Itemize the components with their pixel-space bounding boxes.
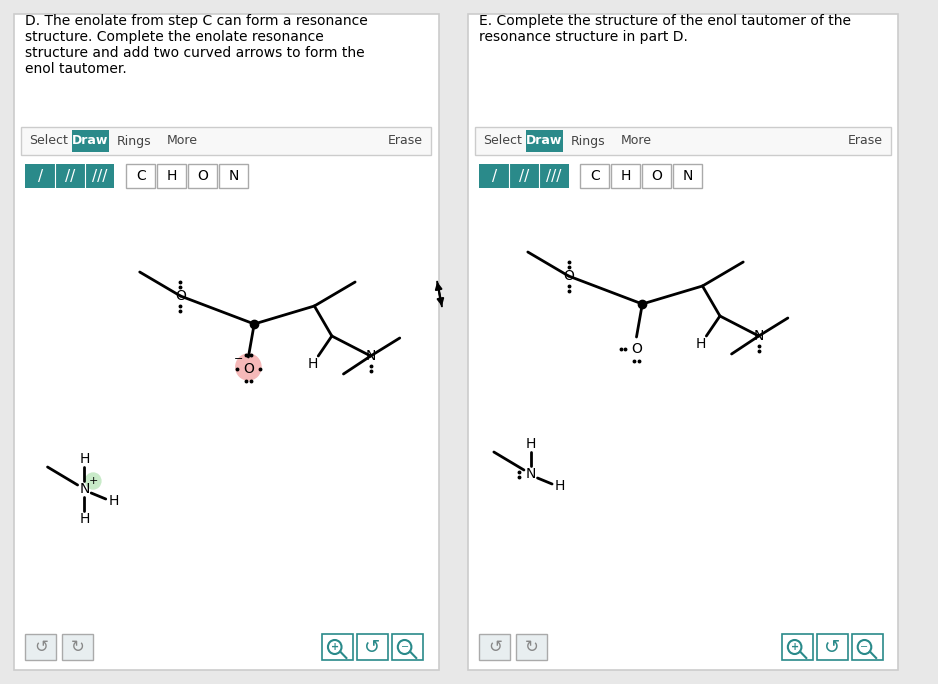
FancyBboxPatch shape xyxy=(673,164,703,188)
FancyBboxPatch shape xyxy=(392,634,423,660)
FancyBboxPatch shape xyxy=(62,634,93,660)
Text: −: − xyxy=(234,354,243,364)
Text: +: + xyxy=(331,642,339,652)
Text: H: H xyxy=(695,337,705,351)
Text: H: H xyxy=(554,479,565,493)
Text: E. Complete the structure of the enol tautomer of the: E. Complete the structure of the enol ta… xyxy=(479,14,852,28)
Text: H: H xyxy=(621,169,631,183)
Text: Select: Select xyxy=(29,135,68,148)
Text: H: H xyxy=(108,494,119,508)
Circle shape xyxy=(235,354,261,380)
FancyBboxPatch shape xyxy=(516,634,547,660)
Text: H: H xyxy=(79,512,90,526)
FancyBboxPatch shape xyxy=(22,127,431,155)
Text: Rings: Rings xyxy=(116,135,151,148)
Text: +: + xyxy=(791,642,798,652)
Text: Draw: Draw xyxy=(526,135,563,148)
Text: Rings: Rings xyxy=(570,135,605,148)
FancyBboxPatch shape xyxy=(643,164,672,188)
Text: O: O xyxy=(651,169,662,183)
Text: O: O xyxy=(197,169,208,183)
FancyBboxPatch shape xyxy=(817,634,848,660)
Text: H: H xyxy=(525,437,536,451)
Text: N: N xyxy=(229,169,239,183)
Text: O: O xyxy=(243,362,254,376)
Text: N: N xyxy=(366,349,376,363)
Text: ↺: ↺ xyxy=(364,637,381,657)
Circle shape xyxy=(85,473,101,489)
Text: O: O xyxy=(175,289,186,303)
Text: Erase: Erase xyxy=(848,135,883,148)
Text: H: H xyxy=(167,169,177,183)
FancyBboxPatch shape xyxy=(219,164,249,188)
Text: H: H xyxy=(79,452,90,466)
Text: structure. Complete the enolate resonance: structure. Complete the enolate resonanc… xyxy=(25,30,324,44)
Text: ↺: ↺ xyxy=(34,638,48,656)
Text: resonance structure in part D.: resonance structure in part D. xyxy=(479,30,688,44)
Text: ///: /// xyxy=(546,168,561,183)
FancyBboxPatch shape xyxy=(158,164,187,188)
FancyBboxPatch shape xyxy=(25,634,56,660)
Text: Erase: Erase xyxy=(388,135,423,148)
FancyBboxPatch shape xyxy=(25,164,114,188)
FancyBboxPatch shape xyxy=(581,164,610,188)
Text: N: N xyxy=(79,482,90,496)
Text: ↺: ↺ xyxy=(488,638,502,656)
FancyBboxPatch shape xyxy=(782,634,813,660)
FancyBboxPatch shape xyxy=(476,127,891,155)
Text: +: + xyxy=(88,476,98,486)
Text: N: N xyxy=(753,329,764,343)
Text: N: N xyxy=(683,169,693,183)
Text: N: N xyxy=(525,467,536,481)
Text: −: − xyxy=(860,642,869,652)
FancyBboxPatch shape xyxy=(468,14,899,670)
FancyBboxPatch shape xyxy=(13,14,439,670)
FancyBboxPatch shape xyxy=(189,164,218,188)
Text: O: O xyxy=(631,342,642,356)
Text: O: O xyxy=(563,269,574,283)
Text: −: − xyxy=(401,642,409,652)
Text: D. The enolate from step C can form a resonance: D. The enolate from step C can form a re… xyxy=(25,14,368,28)
Text: C: C xyxy=(590,169,599,183)
Text: enol tautomer.: enol tautomer. xyxy=(25,62,127,76)
Text: //: // xyxy=(65,168,75,183)
Text: Select: Select xyxy=(483,135,522,148)
FancyBboxPatch shape xyxy=(526,130,563,152)
Text: Draw: Draw xyxy=(72,135,109,148)
Text: H: H xyxy=(308,357,318,371)
Text: /: / xyxy=(492,168,497,183)
Text: C: C xyxy=(136,169,145,183)
FancyBboxPatch shape xyxy=(357,634,388,660)
Text: ↻: ↻ xyxy=(524,638,538,656)
Text: /: / xyxy=(38,168,42,183)
FancyBboxPatch shape xyxy=(852,634,883,660)
Text: ↻: ↻ xyxy=(70,638,84,656)
Text: structure and add two curved arrows to form the: structure and add two curved arrows to f… xyxy=(25,46,365,60)
FancyBboxPatch shape xyxy=(322,634,354,660)
FancyBboxPatch shape xyxy=(72,130,109,152)
FancyBboxPatch shape xyxy=(479,164,568,188)
Text: ///: /// xyxy=(92,168,107,183)
FancyBboxPatch shape xyxy=(612,164,641,188)
Text: More: More xyxy=(621,135,652,148)
Text: //: // xyxy=(519,168,529,183)
FancyBboxPatch shape xyxy=(479,634,510,660)
Text: More: More xyxy=(167,135,198,148)
Text: ↺: ↺ xyxy=(825,637,840,657)
FancyBboxPatch shape xyxy=(126,164,156,188)
